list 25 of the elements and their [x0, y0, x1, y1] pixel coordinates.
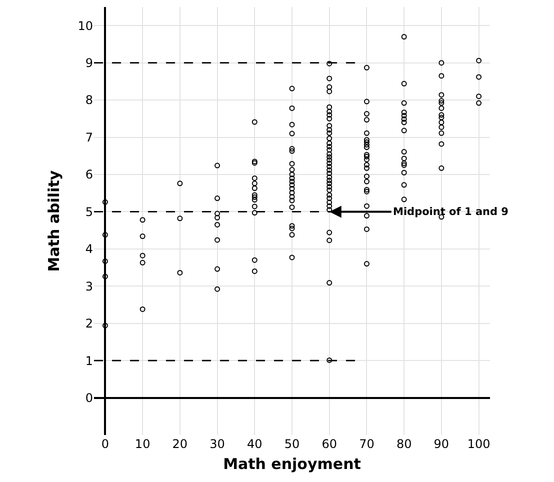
y-tick-label: 3 — [85, 279, 93, 294]
y-axis-title: Math ability — [44, 170, 63, 272]
x-tick-label: 20 — [172, 437, 188, 451]
x-tick-label: 10 — [134, 437, 150, 451]
x-tick-label: 40 — [247, 437, 262, 451]
y-tick-label: 10 — [78, 18, 93, 33]
y-tick-label: 5 — [85, 204, 93, 219]
x-tick-label: 100 — [467, 437, 490, 451]
x-tick-label: 80 — [396, 437, 412, 451]
y-tick-label: 1 — [85, 354, 93, 368]
y-tick-label: 8 — [85, 93, 93, 108]
y-tick-label: 7 — [85, 130, 93, 144]
y-tick-label: 6 — [85, 168, 93, 182]
x-tick-label: 90 — [434, 437, 450, 451]
x-axis-title: Math enjoyment — [223, 455, 361, 473]
x-tick-label: 70 — [359, 437, 374, 451]
annotation: Midpoint of 1 and 9 — [393, 206, 508, 218]
y-tick-label: 0 — [85, 390, 93, 405]
y-tick-label: 4 — [85, 242, 93, 256]
x-tick-label: 50 — [284, 437, 300, 451]
x-tick-label: 30 — [210, 437, 225, 451]
y-tick-label: 9 — [85, 56, 93, 70]
y-tick-label: 2 — [85, 316, 93, 331]
x-tick-label: 60 — [322, 437, 337, 451]
x-tick-label: 0 — [101, 437, 110, 451]
